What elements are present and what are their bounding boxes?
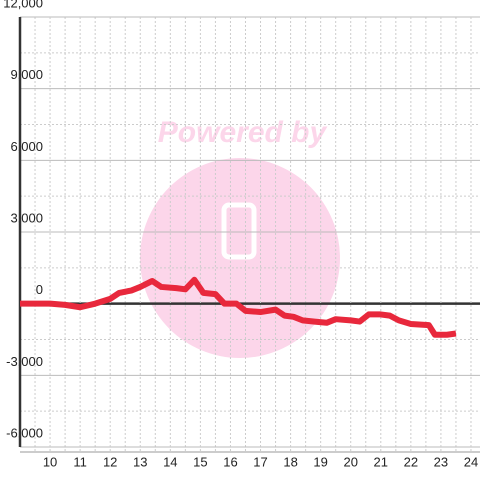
x-tick-label: 14 — [163, 454, 177, 469]
x-tick-label: 22 — [404, 454, 418, 469]
y-tick-label: -3,000 — [6, 354, 43, 369]
y-tick-label: 3,000 — [10, 210, 43, 225]
x-tick-label: 19 — [313, 454, 327, 469]
x-tick-label: 11 — [73, 454, 87, 469]
x-tick-label: 12 — [103, 454, 117, 469]
x-tick-label: 17 — [253, 454, 267, 469]
x-tick-label: 20 — [343, 454, 357, 469]
watermark-icon — [221, 202, 257, 260]
x-tick-label: 10 — [43, 454, 57, 469]
data-line — [20, 276, 457, 338]
watermark: Powered by — [140, 116, 340, 358]
y-tick-label: 6,000 — [10, 139, 43, 154]
x-tick-label: 21 — [374, 454, 388, 469]
watermark-text: Powered by — [158, 116, 328, 149]
x-tick-label: 23 — [434, 454, 448, 469]
x-tick-label: 16 — [223, 454, 237, 469]
y-tick-label: 0 — [36, 282, 43, 297]
y-tick-label: -6,000 — [6, 425, 43, 440]
y-tick-label: 9,000 — [10, 67, 43, 82]
x-tick-label: 13 — [133, 454, 147, 469]
x-tick-label: 15 — [193, 454, 207, 469]
x-tick-label: 24 — [464, 454, 478, 469]
x-tick-label: 18 — [283, 454, 297, 469]
y-tick-label: 12,000 — [3, 0, 43, 10]
